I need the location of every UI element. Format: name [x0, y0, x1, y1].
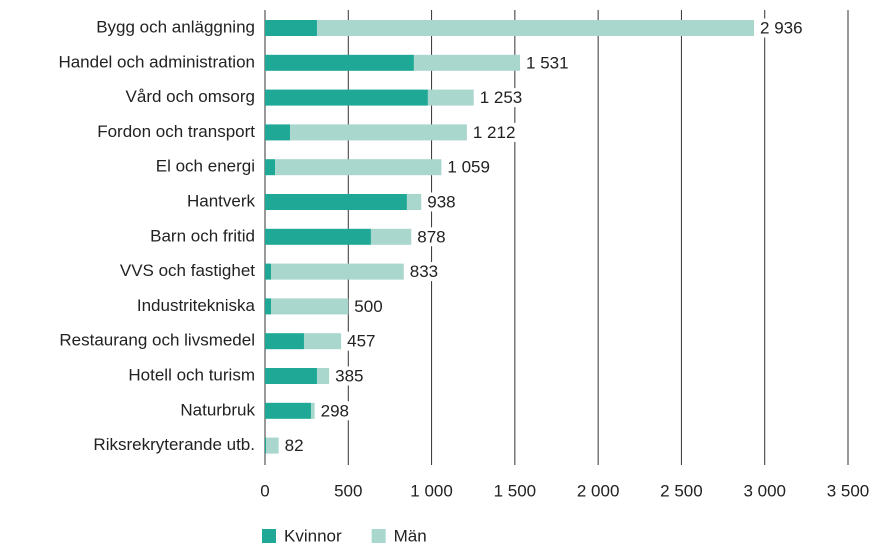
total-label: 385 [335, 366, 363, 385]
label-background [345, 331, 378, 351]
label-background [282, 436, 306, 456]
total-label: 457 [347, 332, 375, 351]
total-label: 2 936 [760, 18, 803, 37]
bar-segment [310, 402, 315, 419]
y-tick-label: Hotell och turism [128, 365, 255, 384]
total-label: 1 531 [526, 53, 569, 72]
total-label: 878 [417, 227, 445, 246]
bar-segment [370, 228, 412, 245]
x-tick-label: 0 [260, 481, 269, 500]
label-background [352, 296, 385, 316]
y-tick-label: Bygg och anläggning [96, 17, 255, 36]
bar-segment [316, 20, 755, 36]
y-tick-label: Naturbruk [180, 400, 255, 419]
label-background [445, 157, 492, 177]
bar-segment [270, 263, 404, 280]
total-label: 500 [354, 297, 382, 316]
x-tick-label: 2 000 [577, 481, 620, 500]
y-tick-label: Barn och fritid [150, 226, 255, 245]
bar-segment [265, 194, 407, 210]
bar-segment [265, 298, 271, 315]
bar-segment [265, 89, 428, 106]
bar-segment [427, 89, 474, 106]
bar-segment [265, 159, 275, 176]
bar-segment [265, 368, 317, 384]
label-background [407, 262, 441, 282]
legend-swatch [371, 529, 386, 543]
total-label: 1 253 [480, 88, 523, 107]
label-background [758, 18, 805, 38]
label-background [477, 88, 525, 108]
bar-segment [413, 54, 521, 71]
bar-segment [265, 54, 414, 71]
label-background [415, 227, 448, 247]
legend-label: Män [394, 526, 427, 545]
x-tick-label: 1 500 [494, 481, 537, 500]
x-tick-label: 500 [334, 481, 362, 500]
bar-segment [270, 298, 349, 315]
bar-segment [289, 124, 467, 141]
label-background [470, 122, 518, 142]
bar-segment [265, 263, 271, 280]
legend-label: Kvinnor [284, 526, 342, 545]
label-background [333, 366, 366, 386]
y-tick-label: VVS och fastighet [120, 261, 255, 280]
label-background [318, 401, 352, 421]
total-label: 938 [427, 192, 455, 211]
y-tick-label: Hantverk [187, 191, 256, 210]
bar-segment [274, 159, 442, 176]
x-tick-label: 3 500 [827, 481, 870, 500]
label-background [425, 192, 458, 212]
bar-segment [265, 124, 290, 141]
bar-segment [265, 437, 266, 454]
bar-segment [303, 333, 342, 350]
bar-segment [265, 333, 304, 350]
label-background [524, 53, 571, 73]
total-label: 82 [285, 436, 304, 455]
bar-segment [265, 437, 279, 454]
bar-segment [406, 194, 422, 210]
y-tick-label: Riksrekryterande utb. [93, 435, 255, 454]
y-tick-label: Vård och omsorg [126, 87, 255, 106]
y-tick-label: El och energi [156, 157, 255, 176]
bar-segment [265, 402, 311, 419]
total-label: 1 212 [473, 123, 516, 142]
y-tick-label: Handel och administration [58, 52, 255, 71]
bar-segment [265, 20, 317, 36]
total-label: 833 [410, 262, 438, 281]
x-tick-label: 2 500 [660, 481, 703, 500]
y-tick-label: Fordon och transport [97, 122, 255, 141]
total-label: 1 059 [447, 158, 490, 177]
y-tick-label: Restaurang och livsmedel [59, 331, 255, 350]
bar-segment [265, 228, 371, 245]
bar-segment [316, 368, 330, 384]
y-tick-label: Industritekniska [137, 296, 256, 315]
legend-swatch [262, 529, 276, 543]
x-tick-label: 1 000 [410, 481, 453, 500]
total-label: 298 [321, 401, 349, 420]
x-tick-label: 3 000 [743, 481, 786, 500]
